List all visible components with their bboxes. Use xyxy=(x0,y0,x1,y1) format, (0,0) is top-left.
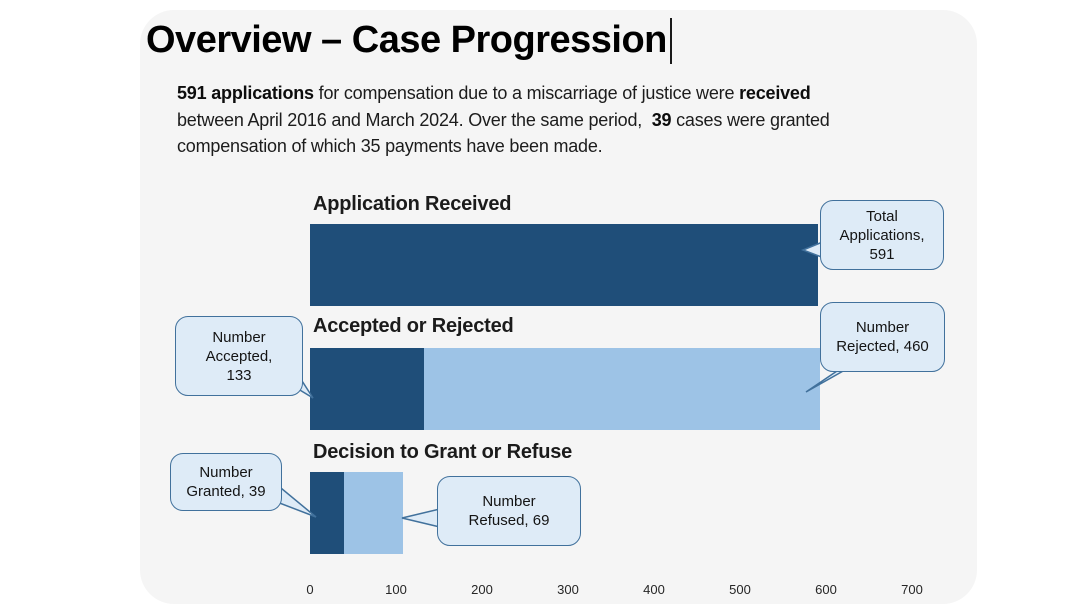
intro-text: compensation of which 35 payments have b… xyxy=(177,136,603,156)
callout-number-refused[interactable]: Number Refused, 69 xyxy=(437,476,581,546)
callout-text: Number xyxy=(855,319,910,336)
text-cursor xyxy=(669,18,672,64)
callout-text: Granted, 39 xyxy=(186,483,266,500)
x-axis-tick-400: 400 xyxy=(643,582,665,597)
intro-bold-text: 39 xyxy=(651,109,672,130)
callout-number-rejected[interactable]: Number Rejected, 460 xyxy=(820,302,945,372)
intro-paragraph[interactable]: 591 applications for compensation due to… xyxy=(177,80,947,160)
intro-bold-text: received xyxy=(739,83,811,103)
bar-segment-number-refused[interactable] xyxy=(343,472,403,554)
x-axis-tick-300: 300 xyxy=(557,582,579,597)
bar-segment-total-applications[interactable] xyxy=(310,224,819,306)
callout-text: Total xyxy=(866,207,898,225)
bar-segment-number-accepted[interactable] xyxy=(310,348,425,430)
x-axis-tick-700: 700 xyxy=(901,582,923,597)
x-axis-tick-0: 0 xyxy=(306,582,314,597)
callout-total-applications[interactable]: Total Applications, 591 xyxy=(820,200,944,270)
callout-text: Accepted, xyxy=(205,347,273,365)
intro-text: cases were granted xyxy=(671,109,830,130)
bar-segment-number-granted[interactable] xyxy=(310,472,344,554)
intro-text: for compensation due to a miscarriage of… xyxy=(313,83,740,103)
callout-text: 591 xyxy=(869,245,895,263)
slide-title-textbox[interactable]: Overview – Case Progression xyxy=(146,18,672,64)
x-axis-tick-600: 600 xyxy=(815,582,837,597)
callout-text: Number xyxy=(212,328,266,346)
intro-bold-text: 591 applications xyxy=(177,83,314,103)
callout-text: Applications, xyxy=(839,226,925,244)
x-axis-tick-100: 100 xyxy=(385,582,407,597)
x-axis-tick-500: 500 xyxy=(729,582,751,597)
bar-application-received xyxy=(310,224,819,306)
bar-accepted-or-rejected xyxy=(310,348,820,430)
bar-label-decision-to-grant-or-refuse: Decision to Grant or Refuse xyxy=(313,441,573,463)
callout-number-accepted[interactable]: Number Accepted, 133 xyxy=(175,316,303,396)
bar-label-application-received: Application Received xyxy=(313,193,512,215)
callout-text: Number xyxy=(482,493,536,510)
bar-label-accepted-or-rejected: Accepted or Rejected xyxy=(313,315,514,337)
page-title: Overview – Case Progression xyxy=(146,19,667,62)
callout-text: Rejected, 460 xyxy=(836,338,929,355)
bar-segment-number-rejected[interactable] xyxy=(424,348,820,430)
intro-text: between April 2016 and March 2024. Over … xyxy=(177,109,652,130)
x-axis-tick-200: 200 xyxy=(471,582,493,597)
bar-decision-to-grant-or-refuse xyxy=(310,472,403,554)
callout-text: Number xyxy=(199,464,253,481)
callout-text: Refused, 69 xyxy=(468,512,550,529)
x-axis: 0 100 200 300 400 500 600 700 xyxy=(306,582,970,600)
callout-number-granted[interactable]: Number Granted, 39 xyxy=(170,453,282,511)
callout-text: 133 xyxy=(226,366,252,384)
